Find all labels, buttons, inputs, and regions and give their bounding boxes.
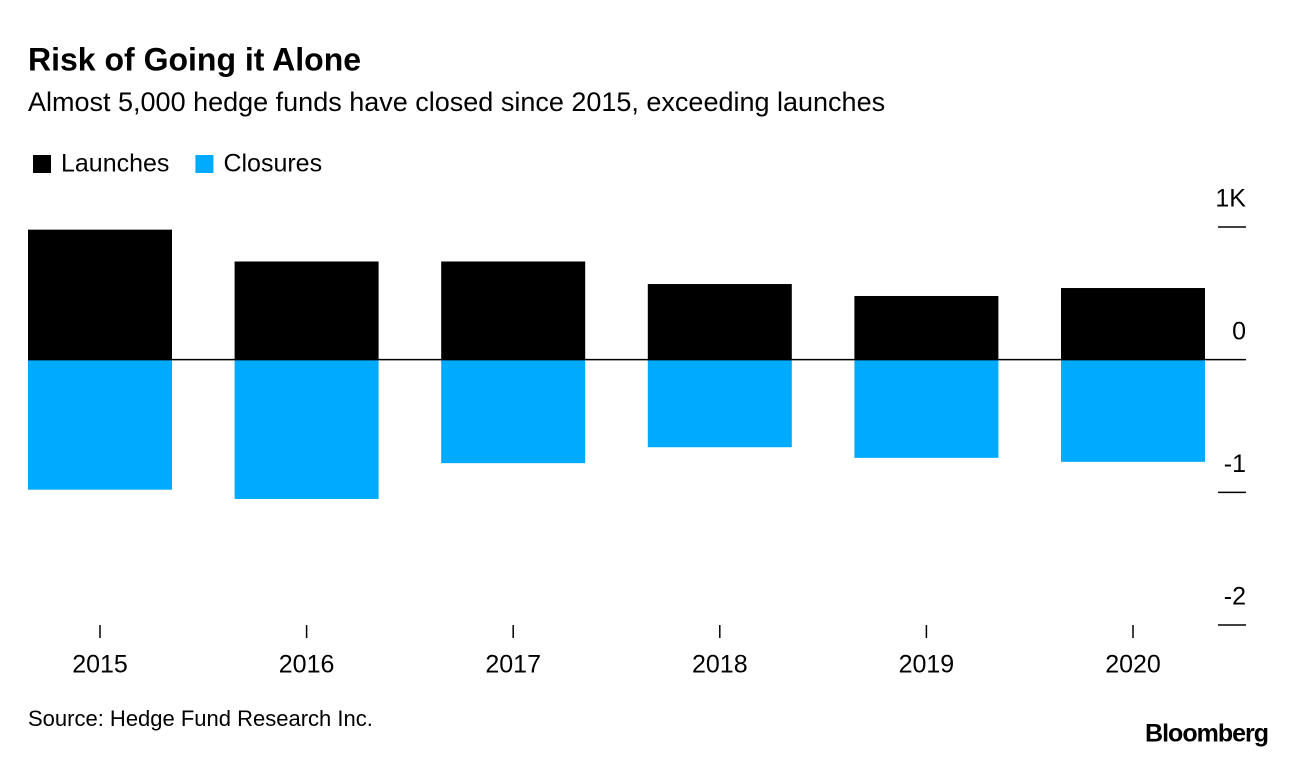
bar	[234, 261, 379, 360]
bar	[28, 359, 172, 490]
legend-label: Launches	[61, 150, 169, 178]
chart-subtitle: Almost 5,000 hedge funds have closed sin…	[28, 87, 885, 117]
bar	[441, 359, 586, 464]
x-tick-label: 2020	[1105, 651, 1161, 679]
bar	[441, 261, 586, 360]
legend-label: Closures	[223, 150, 322, 178]
bar	[647, 359, 792, 448]
x-tick-label: 2016	[279, 651, 335, 679]
chart-title: Risk of Going it Alone	[28, 41, 361, 77]
x-tick-label: 2017	[485, 651, 541, 679]
y-tick-label: -1	[1224, 450, 1246, 478]
bar	[854, 295, 999, 360]
bar	[854, 359, 999, 458]
bar	[234, 359, 379, 499]
x-tick-label: 2015	[72, 651, 128, 679]
y-tick-label: 0	[1232, 317, 1246, 345]
bar	[1061, 359, 1205, 462]
legend-swatch	[33, 155, 51, 173]
x-tick-label: 2019	[899, 651, 955, 679]
y-tick-label: 1K	[1215, 185, 1246, 213]
brand: Bloomberg	[1145, 720, 1268, 748]
legend-swatch	[195, 155, 214, 173]
bar	[28, 229, 172, 360]
bar	[647, 284, 792, 360]
bar	[1061, 288, 1205, 360]
x-tick-label: 2018	[692, 651, 748, 679]
y-tick-label: -2	[1224, 583, 1246, 611]
source: Source: Hedge Fund Research Inc.	[28, 706, 373, 731]
